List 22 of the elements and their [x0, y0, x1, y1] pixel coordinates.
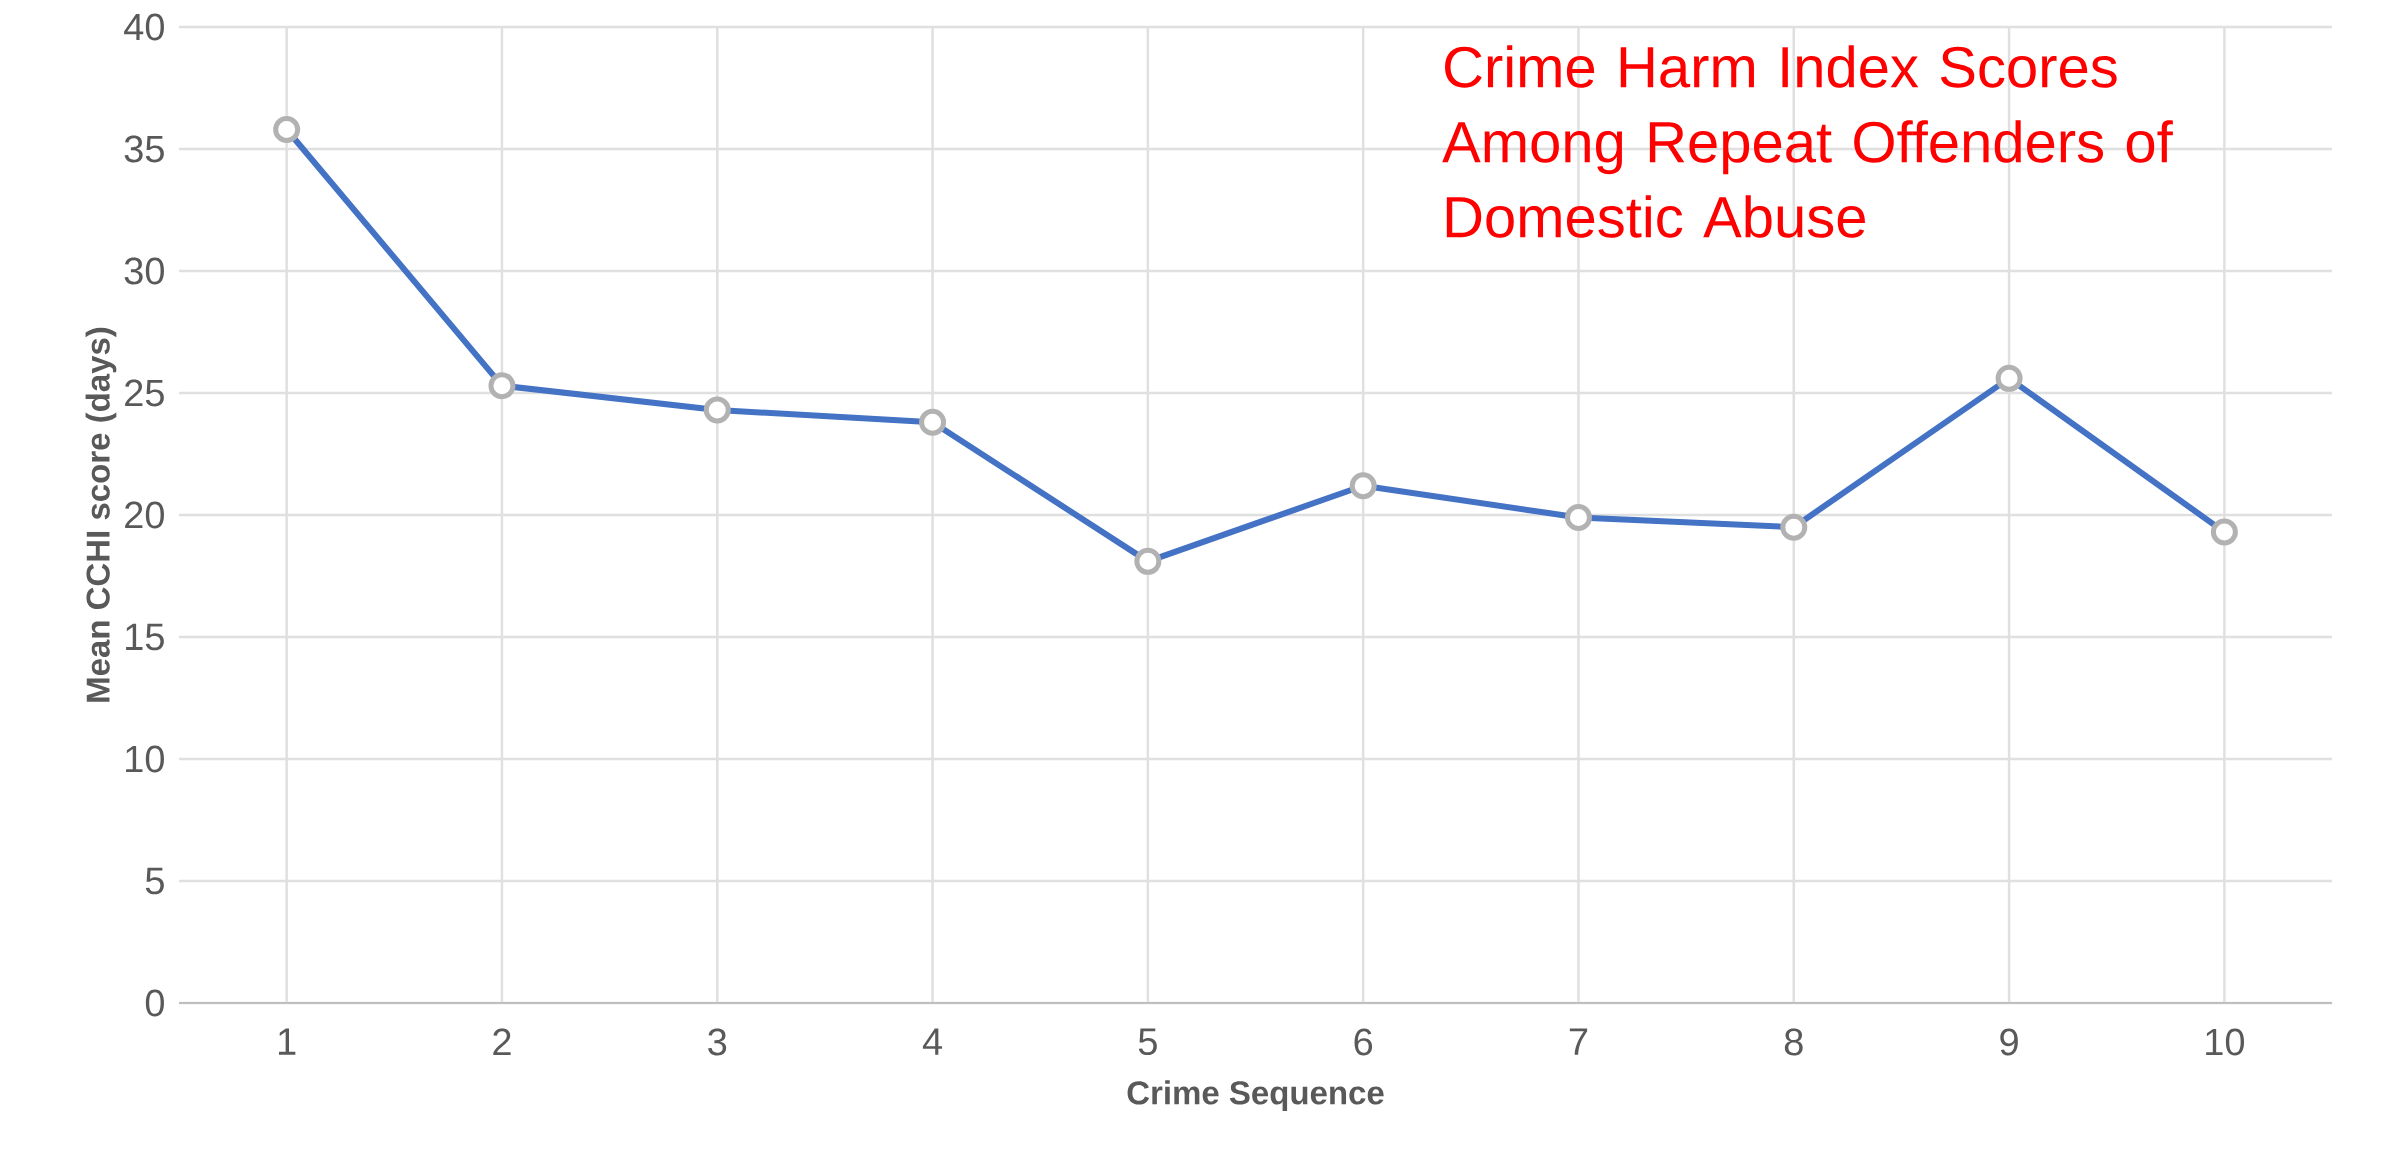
x-tick-label: 2: [493, 1028, 511, 1056]
y-axis-title: Mean CCHI score (days): [85, 327, 117, 702]
y-tick-label: 10: [126, 745, 164, 773]
y-tick-label: 15: [126, 623, 164, 651]
y-tick-label: 20: [125, 501, 164, 529]
x-tick-label: 6: [1354, 1028, 1373, 1056]
x-axis-title: Crime Sequence: [1127, 1080, 1384, 1112]
y-tick-label: 35: [124, 135, 164, 163]
x-tick-label: 5: [1138, 1028, 1157, 1056]
x-tick-label: 7: [1569, 1028, 1588, 1055]
text: Crime Harm Index Scores Among Repeat Offenders of Domestic Abuse: [1442, 45, 2173, 238]
x-tick-label: 8: [1784, 1028, 1803, 1056]
y-tick-label: 40: [124, 13, 164, 41]
x-tick-label: 10: [2206, 1028, 2245, 1056]
x-tick-label: 9: [2000, 1028, 2018, 1056]
y-tick-label: 25: [125, 379, 164, 407]
x-tick-label: 1: [278, 1028, 296, 1055]
y-tick-label: 5: [145, 867, 164, 895]
y-tick-label: 0: [145, 989, 164, 1017]
y-tick-label: 30: [124, 257, 164, 285]
x-tick-label: 4: [922, 1028, 943, 1055]
x-tick-label: 3: [708, 1028, 727, 1056]
